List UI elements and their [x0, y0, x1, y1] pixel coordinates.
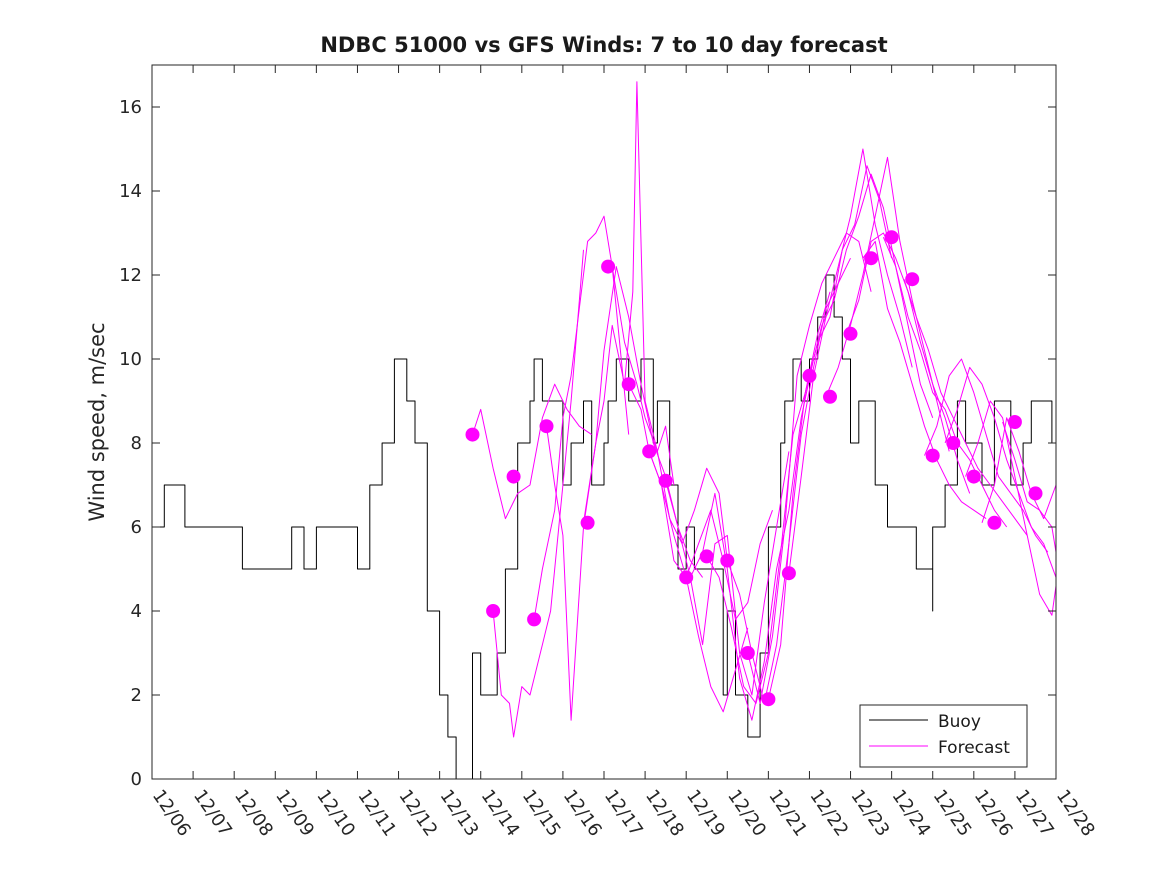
- y-tick-label: 2: [131, 685, 142, 706]
- y-tick-label: 16: [119, 97, 142, 118]
- forecast-series-line: [788, 148, 913, 574]
- forecast-series-line: [981, 417, 1057, 523]
- legend-label-buoy: Buoy: [938, 712, 981, 732]
- y-tick-label: 4: [131, 601, 142, 622]
- forecast-marker: [539, 419, 554, 434]
- y-tick-label: 0: [131, 769, 142, 790]
- forecast-series-line: [492, 249, 584, 738]
- y-tick-label: 12: [119, 265, 142, 286]
- forecast-series-line: [1002, 421, 1057, 553]
- forecast-marker: [486, 604, 501, 618]
- legend-label-forecast: Forecast: [938, 738, 1010, 758]
- forecast-marker: [966, 469, 981, 484]
- forecast-marker: [740, 646, 755, 660]
- forecast-marker: [905, 272, 920, 287]
- forecast-marker: [864, 251, 879, 266]
- forecast-marker: [699, 549, 714, 564]
- buoy-series-line: [152, 274, 1057, 780]
- forecast-series-line: [665, 451, 790, 696]
- y-tick-label: 10: [119, 349, 142, 370]
- forecast-marker: [946, 436, 961, 450]
- y-tick-label: 14: [119, 181, 142, 202]
- y-axis-label: Wind speed, m/sec: [85, 322, 109, 521]
- legend-box: [859, 704, 1028, 768]
- forecast-marker: [642, 444, 657, 459]
- forecast-marker: [527, 612, 542, 627]
- chart-title: NDBC 51000 vs GFS Winds: 7 to 10 day for…: [320, 33, 887, 57]
- forecast-marker: [679, 570, 694, 585]
- forecast-marker: [802, 368, 817, 383]
- legend: Buoy Forecast: [859, 704, 1028, 768]
- forecast-series-line: [965, 400, 1057, 616]
- forecast-marker: [506, 469, 521, 484]
- y-tick-label: 8: [131, 433, 142, 454]
- forecast-marker: [601, 259, 616, 274]
- forecast-marker: [843, 326, 858, 341]
- forecast-marker: [781, 566, 796, 581]
- y-axis: 0 2 4 6 8 10 12 14 16: [119, 97, 1056, 790]
- forecast-series-line: [472, 383, 592, 520]
- forecast-marker: [658, 473, 673, 488]
- forecast-marker: [987, 515, 1002, 530]
- forecast-series-line: [924, 358, 1049, 553]
- forecast-series-line: [583, 266, 704, 578]
- forecast-series-line: [533, 215, 630, 620]
- marker-layer: [465, 230, 1043, 707]
- forecast-series-line: [546, 81, 675, 721]
- forecast-marker: [1028, 486, 1043, 501]
- forecast-series-line: [648, 451, 773, 620]
- forecast-marker: [621, 377, 636, 392]
- forecast-series-line: [767, 165, 893, 700]
- forecast-marker: [761, 692, 776, 707]
- forecast-marker: [465, 427, 480, 442]
- forecast-series-line: [862, 240, 987, 520]
- forecast-series-line: [689, 358, 815, 721]
- forecast-marker: [925, 448, 940, 463]
- forecast-marker: [580, 515, 595, 530]
- forecast-series-line: [747, 232, 872, 704]
- forecast-marker: [720, 553, 735, 568]
- y-tick-label: 6: [131, 517, 142, 538]
- forecast-series-line: [882, 237, 1008, 528]
- forecast-marker: [884, 230, 899, 245]
- forecast-series-line: [809, 173, 934, 418]
- series-layer: [152, 81, 1057, 780]
- forecast-marker: [823, 389, 837, 404]
- forecast-marker: [1007, 415, 1022, 429]
- forecast-series-line: [903, 279, 1028, 536]
- forecast-series-line: [944, 366, 1057, 578]
